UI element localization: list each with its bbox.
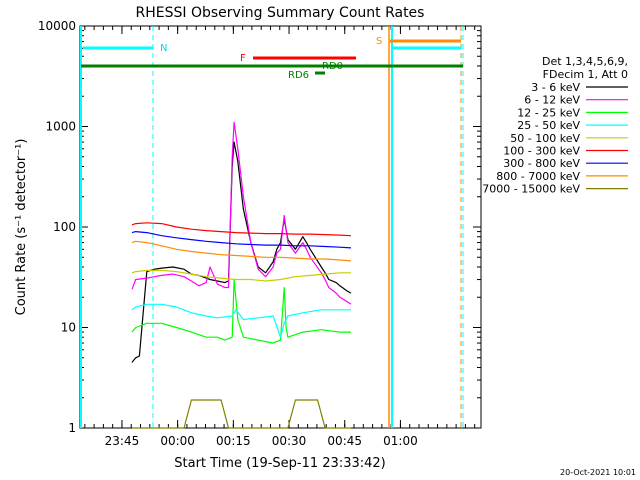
x-tick-label: 23:45 (105, 434, 140, 448)
legend-label: 12 - 25 keV (517, 106, 580, 119)
orbit-annotations (80, 26, 464, 428)
chart-title: RHESSI Observing Summary Count Rates (136, 5, 425, 21)
legend-label: 25 - 50 keV (517, 119, 580, 132)
series-line-7000-15000-kev (132, 399, 351, 429)
series-line-300-800-kev (131, 231, 352, 249)
rd6-label: RD6 (288, 70, 309, 81)
legend: Det 1,3,4,5,6,9, FDecim 1, Att 0 3 - 6 k… (482, 55, 628, 196)
y-tick-label: 10000 (38, 19, 76, 33)
y-tick-label: 1000 (45, 120, 76, 134)
y-axis-label: Count Rate (s⁻¹ detector⁻¹) (14, 139, 29, 316)
series-line-3-6-kev (131, 141, 352, 363)
y-axis-ticks: 1 10 100 1000 10000 (38, 19, 481, 435)
rd0-label: RD0 (322, 61, 343, 72)
x-tick-label: 00:15 (216, 434, 251, 448)
series-line-25-50-kev (131, 303, 351, 338)
legend-label: 100 - 300 keV (503, 145, 580, 158)
legend-header-line1: Det 1,3,4,5,6,9, (542, 55, 628, 68)
legend-header-line2: FDecim 1, Att 0 (543, 68, 628, 81)
legend-label: 7000 - 15000 keV (482, 183, 580, 196)
generation-timestamp: 20-Oct-2021 10:01 (560, 468, 636, 477)
legend-label: 3 - 6 keV (531, 81, 580, 94)
x-tick-label: 01:00 (383, 434, 418, 448)
x-axis-ticks: 23:45 00:00 00:15 00:30 00:45 01:00 (84, 26, 476, 448)
series-line-100-300-kev (131, 222, 352, 237)
x-tick-label: 00:00 (160, 434, 195, 448)
x-tick-label: 00:30 (272, 434, 307, 448)
series-line-6-12-kev (131, 121, 352, 305)
legend-label: 800 - 7000 keV (496, 170, 580, 183)
legend-label: 300 - 800 keV (503, 157, 580, 170)
flare-label: F (240, 53, 246, 64)
night-label: N (160, 43, 167, 54)
series-lines (131, 121, 352, 429)
series-line-50-100-kev (131, 269, 351, 282)
plot-frame (79, 25, 482, 429)
legend-label: 6 - 12 keV (524, 94, 580, 107)
series-line-12-25-kev (131, 278, 351, 344)
y-tick-label: 1 (68, 421, 76, 435)
legend-label: 50 - 100 keV (510, 132, 580, 145)
y-tick-label: 10 (61, 321, 76, 335)
x-tick-label: 00:45 (327, 434, 362, 448)
y-tick-label: 100 (53, 220, 76, 234)
x-axis-label: Start Time (19-Sep-11 23:33:42) (174, 456, 385, 471)
saa-label: S (376, 36, 382, 47)
series-line-800-7000-kev (131, 240, 352, 262)
